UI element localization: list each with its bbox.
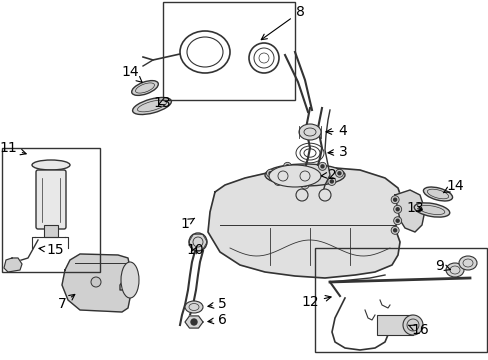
Ellipse shape (184, 301, 203, 313)
Ellipse shape (413, 203, 449, 217)
Text: 13: 13 (406, 201, 423, 215)
Polygon shape (207, 168, 401, 278)
Circle shape (274, 177, 282, 185)
Text: 15: 15 (39, 243, 63, 257)
Text: 3: 3 (327, 145, 346, 159)
Circle shape (327, 177, 335, 185)
Text: 6: 6 (207, 313, 226, 327)
Circle shape (318, 189, 330, 201)
Text: 8: 8 (261, 5, 304, 40)
Text: 4: 4 (325, 124, 346, 138)
Text: 5: 5 (207, 297, 226, 311)
Ellipse shape (264, 164, 345, 186)
Polygon shape (184, 316, 203, 328)
Circle shape (91, 277, 101, 287)
Circle shape (395, 219, 398, 222)
Ellipse shape (268, 165, 320, 187)
Bar (44, 225, 58, 237)
Circle shape (393, 205, 401, 213)
Bar (376, 315, 412, 335)
Text: 7: 7 (58, 294, 75, 311)
Circle shape (337, 172, 340, 175)
Circle shape (390, 226, 398, 234)
Circle shape (295, 189, 307, 201)
Text: 11: 11 (0, 141, 26, 155)
Circle shape (268, 172, 271, 175)
Ellipse shape (445, 263, 463, 277)
Circle shape (395, 208, 398, 211)
Circle shape (276, 180, 279, 183)
Ellipse shape (121, 262, 139, 298)
Ellipse shape (298, 124, 320, 140)
Circle shape (393, 217, 401, 225)
Circle shape (191, 319, 197, 325)
Circle shape (393, 198, 396, 201)
Text: 10: 10 (186, 243, 203, 257)
Circle shape (301, 181, 308, 189)
Circle shape (318, 162, 326, 170)
Polygon shape (62, 254, 130, 312)
Ellipse shape (458, 256, 476, 270)
Text: 2: 2 (321, 168, 336, 182)
Text: 9: 9 (435, 259, 449, 273)
FancyBboxPatch shape (36, 170, 66, 229)
Polygon shape (394, 190, 424, 232)
Ellipse shape (423, 187, 452, 201)
Circle shape (266, 169, 274, 177)
Circle shape (303, 184, 306, 186)
Text: 12: 12 (301, 295, 330, 309)
Circle shape (320, 165, 324, 168)
Bar (163, 2, 294, 100)
Circle shape (390, 196, 398, 204)
Circle shape (335, 169, 343, 177)
Polygon shape (4, 258, 22, 272)
Circle shape (283, 162, 291, 170)
Text: 13: 13 (153, 96, 170, 110)
Circle shape (329, 180, 333, 183)
Ellipse shape (402, 315, 422, 335)
Circle shape (393, 229, 396, 232)
Text: 14: 14 (443, 179, 463, 193)
Ellipse shape (131, 81, 158, 95)
Ellipse shape (189, 233, 206, 251)
Ellipse shape (132, 98, 171, 114)
Circle shape (285, 165, 288, 168)
Ellipse shape (32, 160, 70, 170)
Text: 14: 14 (121, 65, 142, 82)
Text: 16: 16 (407, 323, 428, 337)
Bar (2, 148, 100, 272)
Text: 1: 1 (180, 217, 194, 231)
Bar (314, 248, 486, 352)
